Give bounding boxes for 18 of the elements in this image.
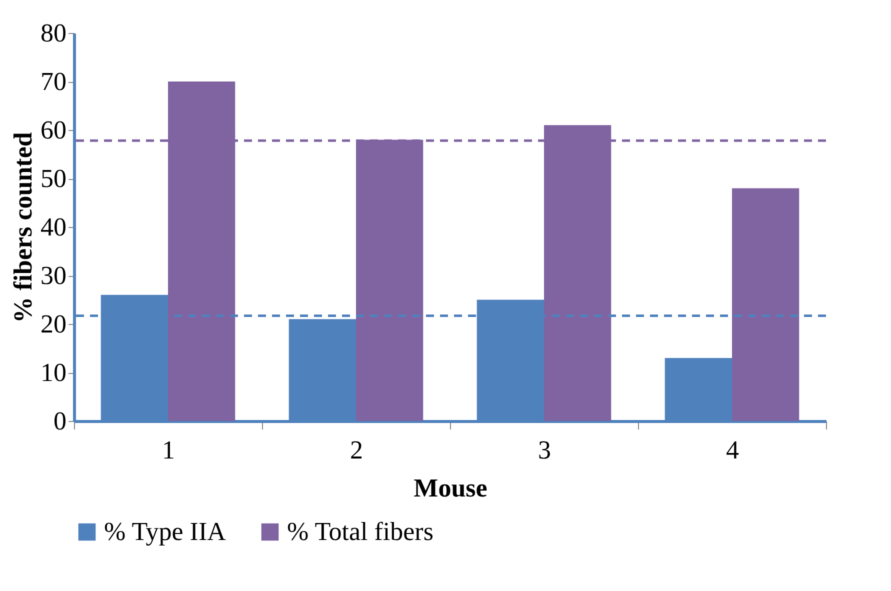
legend-label: % Type IIA (104, 517, 226, 546)
y-tick-label: 0 (54, 406, 66, 436)
x-axis-title: Mouse (414, 474, 488, 502)
legend-label: % Total fibers (287, 517, 434, 546)
y-tick-label: 60 (40, 116, 66, 144)
y-tick-label: 10 (40, 358, 66, 387)
y-axis-title: % fibers counted (8, 132, 38, 323)
x-tick-label: 1 (162, 436, 175, 464)
y-tick-label: 50 (40, 164, 66, 193)
y-tick-label: 40 (40, 212, 66, 242)
y-tick-label: 30 (40, 261, 66, 290)
y-tick-label: 70 (40, 67, 66, 96)
y-tick-label: 80 (40, 18, 66, 48)
x-tick-label: 4 (726, 436, 739, 464)
y-tick-label: 20 (40, 310, 66, 338)
bar (732, 188, 800, 421)
x-tick-label: 3 (538, 436, 551, 464)
x-tick-label: 2 (350, 436, 363, 464)
